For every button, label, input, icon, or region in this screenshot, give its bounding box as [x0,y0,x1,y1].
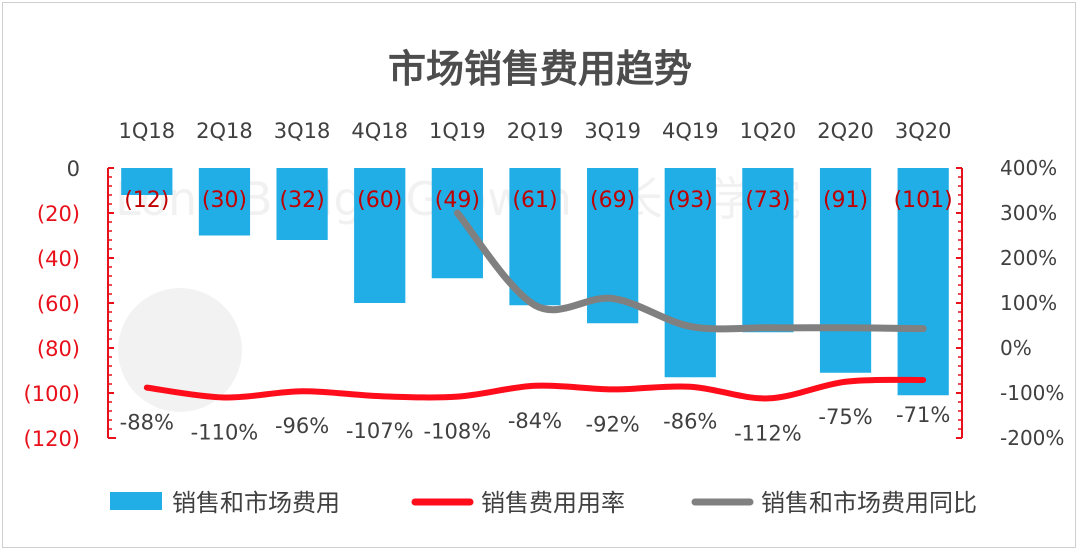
legend-label: 销售费用用率 [481,489,625,517]
category-label: 1Q20 [740,119,797,143]
bar [742,168,794,333]
category-label: 3Q20 [895,119,952,143]
bar [276,168,328,240]
right-axis-tick-label: -100% [1000,381,1064,405]
left-axis-tick-label: (80) [37,337,80,361]
chart-title: 市场销售费用趋势 [388,47,692,91]
category-label: 4Q19 [662,119,719,143]
rate-data-label: -71% [896,403,950,427]
category-label: 3Q18 [274,119,331,143]
left-axis-tick-label: (20) [37,202,80,226]
right-axis-tick-label: 100% [1000,291,1057,315]
bar-data-label: (32) [280,188,325,213]
rate-data-label: -110% [191,421,259,445]
rate-data-label: -92% [586,412,640,436]
category-label: 4Q18 [351,119,408,143]
bar [664,168,716,378]
bar-data-label: (69) [590,188,635,213]
category-label: 2Q20 [817,119,874,143]
left-axis-tick-label: (60) [37,292,80,316]
rate-series-line [143,376,927,402]
category-label: 2Q19 [507,119,564,143]
bar [897,168,949,396]
legend-label: 销售和市场费用同比 [761,489,977,517]
right-axis-tick-label: 200% [1000,246,1057,270]
rate-data-label: -96% [275,414,329,438]
rate-data-label: -86% [663,410,717,434]
category-label: 3Q19 [584,119,641,143]
rate-data-label: -112% [734,421,802,445]
rate-data-label: -108% [424,420,492,444]
rate-data-label: -75% [818,405,872,429]
bar [198,168,251,236]
bar-data-label: (101) [894,188,953,213]
bar-data-label: (91) [823,188,868,213]
left-axis-tick-label: 0 [67,157,80,181]
rate-data-label: -107% [346,419,414,443]
right-axis-tick-label: 400% [1000,156,1057,180]
category-label: 2Q18 [196,119,253,143]
right-axis-tick-label: -200% [1000,426,1064,450]
bar-data-label: (73) [745,188,790,213]
legend-swatch-bar [110,492,162,510]
bar [509,168,561,306]
category-label: 1Q18 [119,119,176,143]
left-axis-tick-label: (120) [24,427,80,451]
bar-data-label: (12) [124,188,169,213]
bar-data-label: (60) [357,188,402,213]
bar [121,168,173,195]
left-axis-tick-label: (40) [37,247,80,271]
yoy-series-line [453,209,927,333]
right-axis-tick-label: 300% [1000,201,1057,225]
bar-data-label: (61) [512,188,557,213]
bar-data-label: (49) [435,188,480,213]
bar [819,168,872,373]
right-axis-tick-label: 0% [1000,336,1032,360]
rate-data-label: -84% [508,409,562,433]
watermark-logo-circle [118,288,242,412]
bar-data-label: (30) [202,188,247,213]
left-axis-tick-label: (100) [24,382,80,406]
bar [431,168,483,279]
bar-data-label: (93) [668,188,713,213]
category-label: 1Q19 [429,119,486,143]
rate-data-label: -88% [120,411,174,435]
bar [354,168,406,303]
legend-label: 销售和市场费用 [172,489,340,517]
